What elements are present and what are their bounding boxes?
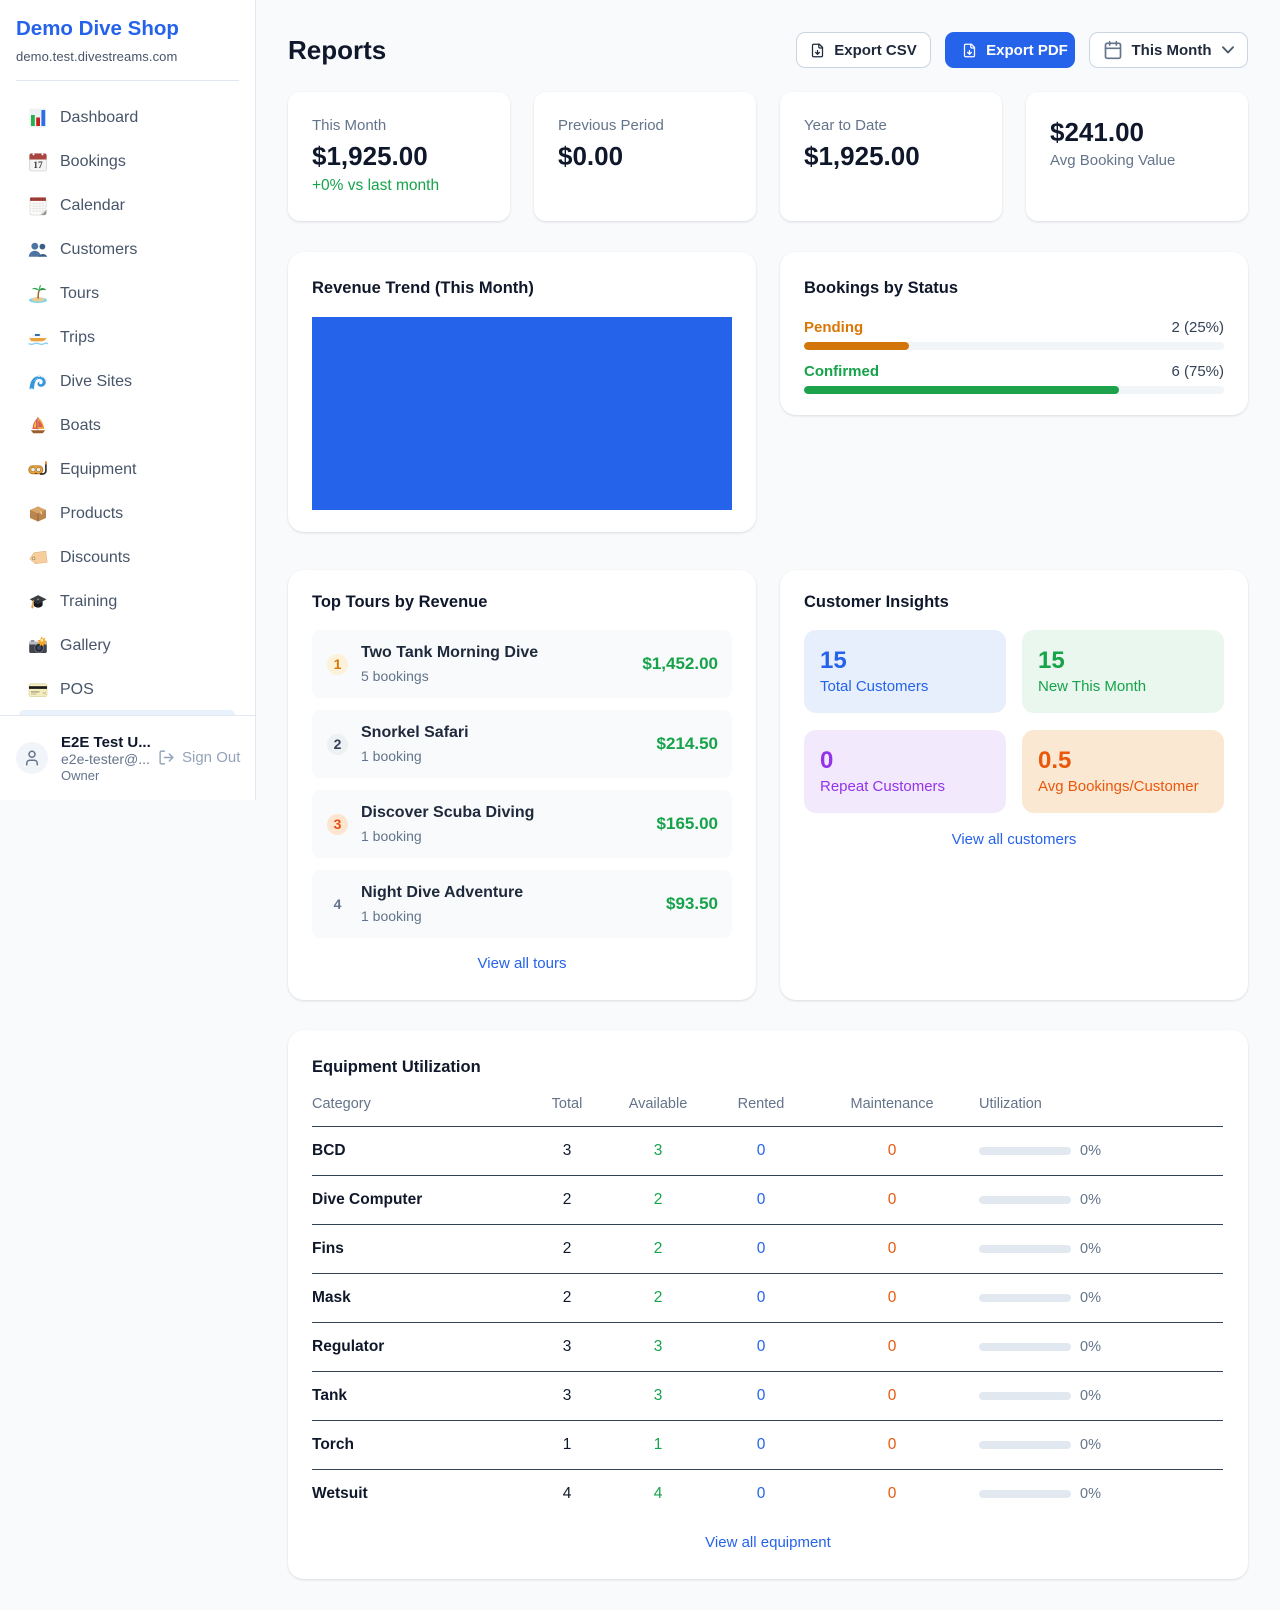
- svg-text:17: 17: [33, 161, 43, 171]
